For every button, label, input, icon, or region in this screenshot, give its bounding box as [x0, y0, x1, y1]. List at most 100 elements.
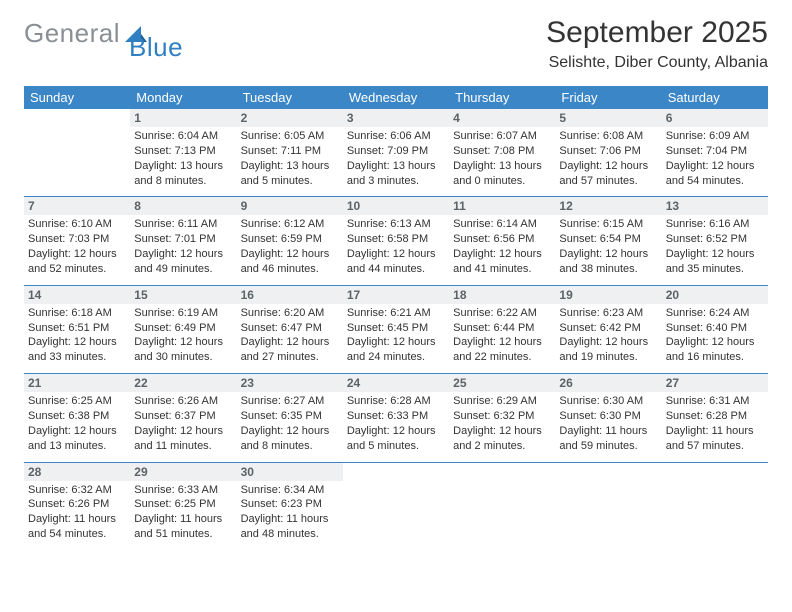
- day-details: Sunrise: 6:15 AMSunset: 6:54 PMDaylight:…: [559, 217, 657, 276]
- day-details: Sunrise: 6:23 AMSunset: 6:42 PMDaylight:…: [559, 306, 657, 365]
- day-header: Wednesday: [343, 86, 449, 109]
- title-block: September 2025 Selishte, Diber County, A…: [546, 16, 768, 72]
- calendar: SundayMondayTuesdayWednesdayThursdayFrid…: [24, 86, 768, 550]
- date-number: 22: [130, 374, 236, 392]
- daylight-text: Daylight: 12 hours and 57 minutes.: [559, 159, 657, 189]
- day-header: Saturday: [662, 86, 768, 109]
- header: General Blue September 2025 Selishte, Di…: [24, 18, 768, 72]
- week-row: 7Sunrise: 6:10 AMSunset: 7:03 PMDaylight…: [24, 196, 768, 284]
- day-details: Sunrise: 6:27 AMSunset: 6:35 PMDaylight:…: [241, 394, 339, 453]
- month-title: September 2025: [546, 16, 768, 50]
- logo-text-blue: Blue: [129, 32, 183, 63]
- sunset-text: Sunset: 6:44 PM: [453, 321, 551, 336]
- daylight-text: Daylight: 13 hours and 5 minutes.: [241, 159, 339, 189]
- date-number: 25: [449, 374, 555, 392]
- empty-cell: [555, 463, 661, 550]
- day-header: Thursday: [449, 86, 555, 109]
- sunset-text: Sunset: 6:26 PM: [28, 497, 126, 512]
- sunset-text: Sunset: 7:06 PM: [559, 144, 657, 159]
- sunrise-text: Sunrise: 6:28 AM: [347, 394, 445, 409]
- day-header: Friday: [555, 86, 661, 109]
- day-details: Sunrise: 6:30 AMSunset: 6:30 PMDaylight:…: [559, 394, 657, 453]
- sunset-text: Sunset: 6:54 PM: [559, 232, 657, 247]
- date-number: 7: [24, 197, 130, 215]
- sunrise-text: Sunrise: 6:09 AM: [666, 129, 764, 144]
- day-cell: 25 Sunrise: 6:29 AMSunset: 6:32 PMDayligh…: [449, 374, 555, 461]
- day-cell: 17Sunrise: 6:21 AMSunset: 6:45 PMDayligh…: [343, 286, 449, 373]
- daylight-text: Daylight: 13 hours and 3 minutes.: [347, 159, 445, 189]
- sunset-text: Sunset: 6:51 PM: [28, 321, 126, 336]
- sunrise-text: Sunrise: 6:07 AM: [453, 129, 551, 144]
- day-details: Sunrise: 6:11 AMSunset: 7:01 PMDaylight:…: [134, 217, 232, 276]
- empty-cell: [343, 463, 449, 550]
- daylight-text: Daylight: 12 hours and 54 minutes.: [666, 159, 764, 189]
- day-header: Sunday: [24, 86, 130, 109]
- sunrise-text: Sunrise: 6:13 AM: [347, 217, 445, 232]
- daylight-text: Daylight: 11 hours and 54 minutes.: [28, 512, 126, 542]
- day-cell: 15Sunrise: 6:19 AMSunset: 6:49 PMDayligh…: [130, 286, 236, 373]
- day-details: Sunrise: 6:07 AMSunset: 7:08 PMDaylight:…: [453, 129, 551, 188]
- sunset-text: Sunset: 6:38 PM: [28, 409, 126, 424]
- daylight-text: Daylight: 11 hours and 59 minutes.: [559, 424, 657, 454]
- daylight-text: Daylight: 12 hours and 35 minutes.: [666, 247, 764, 277]
- day-cell: 20Sunrise: 6:24 AMSunset: 6:40 PMDayligh…: [662, 286, 768, 373]
- daylight-text: Daylight: 12 hours and 24 minutes.: [347, 335, 445, 365]
- location-text: Selishte, Diber County, Albania: [546, 54, 768, 72]
- logo-text-grey: General: [24, 18, 120, 49]
- day-cell: 29Sunrise: 6:33 AMSunset: 6:25 PMDayligh…: [130, 463, 236, 550]
- date-number: 8: [130, 197, 236, 215]
- sunset-text: Sunset: 6:23 PM: [241, 497, 339, 512]
- sunset-text: Sunset: 6:40 PM: [666, 321, 764, 336]
- date-number: 1: [130, 109, 236, 127]
- sunset-text: Sunset: 6:58 PM: [347, 232, 445, 247]
- date-number: 28: [24, 463, 130, 481]
- day-details: Sunrise: 6:28 AMSunset: 6:33 PMDaylight:…: [347, 394, 445, 453]
- day-cell: 5Sunrise: 6:08 AMSunset: 7:06 PMDaylight…: [555, 109, 661, 196]
- daylight-text: Daylight: 12 hours and 11 minutes.: [134, 424, 232, 454]
- day-cell: 9Sunrise: 6:12 AMSunset: 6:59 PMDaylight…: [237, 197, 343, 284]
- sunrise-text: Sunrise: 6:19 AM: [134, 306, 232, 321]
- weeks-container: 1 Sunrise: 6:04 AMSunset: 7:13 PM Daylight…: [24, 109, 768, 550]
- sunset-text: Sunset: 7:11 PM: [241, 144, 339, 159]
- sunrise-text: Sunrise: 6:22 AM: [453, 306, 551, 321]
- sunrise-text: Sunrise: 6:26 AM: [134, 394, 232, 409]
- sunset-text: Sunset: 6:47 PM: [241, 321, 339, 336]
- date-number: 11: [449, 197, 555, 215]
- day-cell: 27Sunrise: 6:31 AMSunset: 6:28 PMDayligh…: [662, 374, 768, 461]
- sunrise-text: Sunrise: 6:05 AM: [241, 129, 339, 144]
- week-row: 28Sunrise: 6:32 AMSunset: 6:26 PMDayligh…: [24, 462, 768, 550]
- daylight-text: Daylight: 12 hours and 2 minutes.: [453, 424, 551, 454]
- date-number: 18: [449, 286, 555, 304]
- date-number: 9: [237, 197, 343, 215]
- sunset-text: Sunset: 7:08 PM: [453, 144, 551, 159]
- daylight-text: Daylight: 13 hours and 0 minutes.: [453, 159, 551, 189]
- day-cell: 6Sunrise: 6:09 AMSunset: 7:04 PMDaylight…: [662, 109, 768, 196]
- date-number: 19: [555, 286, 661, 304]
- daylight-text: Daylight: 11 hours and 51 minutes.: [134, 512, 232, 542]
- day-cell: 2Sunrise: 6:05 AMSunset: 7:11 PMDaylight…: [237, 109, 343, 196]
- daylight-text: Daylight: 12 hours and 46 minutes.: [241, 247, 339, 277]
- sunrise-text: Sunrise: 6:04 AM: [134, 129, 232, 144]
- day-cell: 11Sunrise: 6:14 AMSunset: 6:56 PMDayligh…: [449, 197, 555, 284]
- sunset-text: Sunset: 6:42 PM: [559, 321, 657, 336]
- sunset-text: Sunset: 6:35 PM: [241, 409, 339, 424]
- sunset-text: Sunset: 7:09 PM: [347, 144, 445, 159]
- sunrise-text: Sunrise: 6:20 AM: [241, 306, 339, 321]
- day-details: Sunrise: 6:05 AMSunset: 7:11 PMDaylight:…: [241, 129, 339, 188]
- sunset-text: Sunset: 7:13 PM: [134, 144, 232, 159]
- day-details: Sunrise: 6:29 AMSunset: 6:32 PMDaylight:…: [453, 394, 551, 453]
- daylight-text: Daylight: 12 hours and 41 minutes.: [453, 247, 551, 277]
- sunset-text: Sunset: 6:45 PM: [347, 321, 445, 336]
- date-number: 16: [237, 286, 343, 304]
- daylight-text: Daylight: 12 hours and 19 minutes.: [559, 335, 657, 365]
- sunrise-text: Sunrise: 6:16 AM: [666, 217, 764, 232]
- date-number: 26: [555, 374, 661, 392]
- day-details: Sunrise: 6:31 AMSunset: 6:28 PMDaylight:…: [666, 394, 764, 453]
- daylight-text: Daylight: 12 hours and 30 minutes.: [134, 335, 232, 365]
- day-details: Sunrise: 6:34 AMSunset: 6:23 PMDaylight:…: [241, 483, 339, 542]
- date-number: 29: [130, 463, 236, 481]
- sunrise-text: Sunrise: 6:33 AM: [134, 483, 232, 498]
- date-number: 6: [662, 109, 768, 127]
- daylight-text: Daylight: 12 hours and 5 minutes.: [347, 424, 445, 454]
- date-number: 4: [449, 109, 555, 127]
